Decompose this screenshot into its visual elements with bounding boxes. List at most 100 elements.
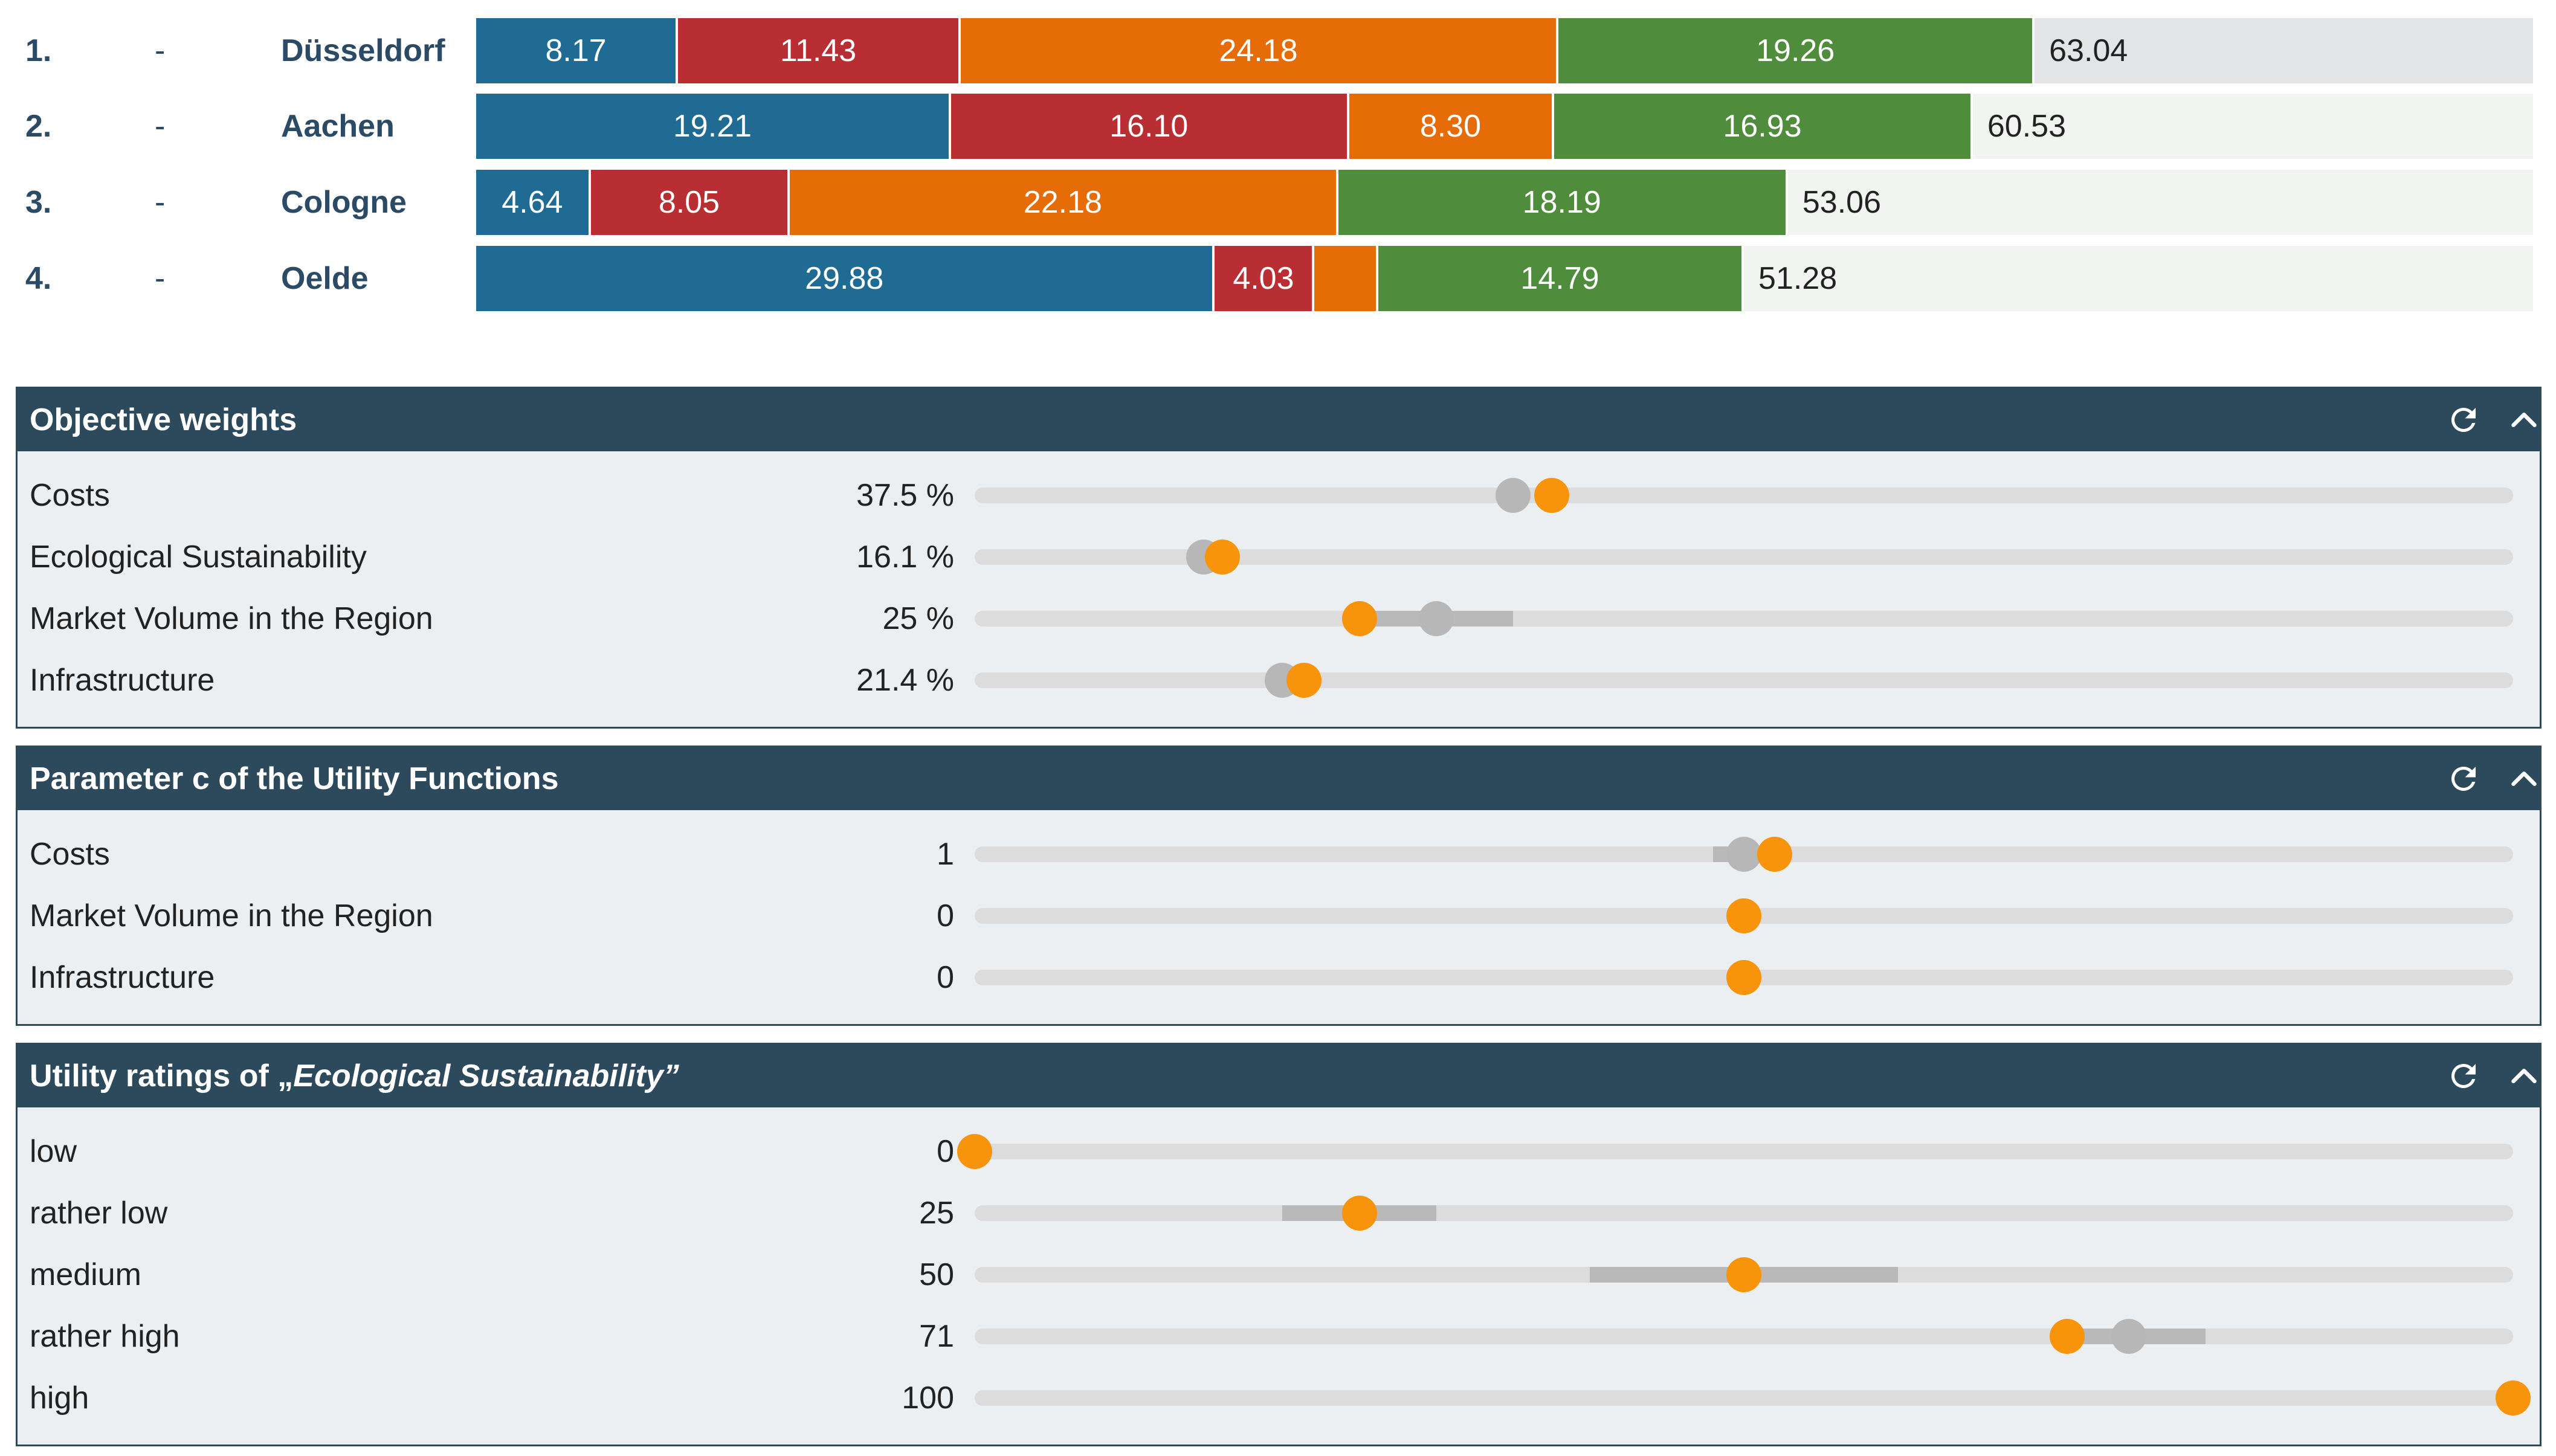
slider-handle[interactable] [1341, 601, 1377, 636]
settings-panel: Utility ratings of „Ecological Sustainab… [16, 1043, 2541, 1446]
slider-track[interactable] [975, 488, 2513, 503]
slider-row: Costs 1 [18, 823, 2540, 885]
slider-row: Costs 37.5 % [18, 465, 2540, 526]
slider-label: low [30, 1134, 77, 1169]
panel-title: Utility ratings of „Ecological Sustainab… [30, 1045, 679, 1107]
slider-label: Market Volume in the Region [30, 601, 433, 636]
slider-handle[interactable] [1726, 1257, 1761, 1292]
rank-change: - [155, 33, 166, 68]
rank-number: 3. [25, 185, 52, 220]
chevron-up-icon[interactable] [2506, 761, 2542, 797]
slider-value: 21.4 % [856, 663, 954, 698]
total-score: 53.06 [1802, 185, 1881, 220]
bar-segment[interactable]: 29.88 [476, 246, 1215, 311]
slider-handle[interactable] [2049, 1319, 2085, 1354]
slider-track[interactable] [975, 1329, 2513, 1344]
slider-row: medium 50 [18, 1244, 2540, 1306]
slider-handle[interactable] [1726, 960, 1761, 995]
bar-segment[interactable]: 11.43 [678, 18, 961, 83]
rank-number: 4. [25, 261, 52, 296]
total-score: 60.53 [1987, 109, 2067, 144]
rank-number: 2. [25, 109, 52, 144]
slider-label: Ecological Sustainability [30, 540, 367, 575]
chevron-up-icon[interactable] [2506, 402, 2542, 438]
bar-segment[interactable]: 19.26 [1558, 18, 2035, 83]
panel-title: Objective weights [30, 388, 297, 451]
ranking-row[interactable]: 2. - Aachen 19.21 16.10 8.30 16.93 60.53 [0, 94, 2556, 159]
alternative-name: Cologne [281, 185, 407, 220]
bar-segment[interactable] [1314, 246, 1378, 311]
bar-segment[interactable]: 8.05 [590, 170, 790, 235]
slider-value: 0 [937, 960, 954, 995]
refresh-icon[interactable] [2445, 402, 2482, 438]
slider-handle[interactable] [2496, 1380, 2531, 1416]
ranking-row[interactable]: 1. - Düsseldorf 8.17 11.43 24.18 19.26 63.04 [0, 18, 2556, 83]
bar-segment[interactable]: 8.17 [476, 18, 679, 83]
bar-segment[interactable]: 22.18 [790, 170, 1338, 235]
panel-header[interactable]: Objective weights [18, 388, 2540, 451]
slider-value: 71 [919, 1319, 954, 1354]
slider-label: Market Volume in the Region [30, 898, 433, 933]
alternative-name: Aachen [281, 109, 395, 144]
slider-track[interactable] [975, 1390, 2513, 1406]
bar-segment[interactable]: 18.19 [1338, 170, 1788, 235]
slider-label: medium [30, 1257, 141, 1292]
panel-title-suffix: ” [663, 1058, 679, 1094]
slider-label: Costs [30, 837, 110, 872]
slider-row: Infrastructure 21.4 % [18, 649, 2540, 711]
bar-segment[interactable]: 4.64 [476, 170, 591, 235]
slider-value: 100 [902, 1380, 954, 1416]
ranking-row[interactable]: 3. - Cologne 4.64 8.05 22.18 18.19 53.06 [0, 170, 2556, 235]
slider-label: rather low [30, 1196, 168, 1231]
slider-handle[interactable] [1204, 540, 1240, 575]
slider-row: Market Volume in the Region 0 [18, 885, 2540, 947]
slider-label: rather high [30, 1319, 180, 1354]
slider-reference-handle [1418, 601, 1454, 636]
refresh-icon[interactable] [2445, 761, 2482, 797]
slider-track[interactable] [975, 1144, 2513, 1159]
slider-value: 25 [919, 1196, 954, 1231]
panel-title-emphasis: Ecological Sustainability [293, 1058, 663, 1094]
slider-handle[interactable] [1286, 663, 1322, 698]
ranking-row[interactable]: 4. - Oelde 29.88 4.03 14.79 51.28 [0, 246, 2556, 311]
bar-segment[interactable]: 4.03 [1215, 246, 1315, 311]
total-score: 63.04 [2049, 33, 2128, 68]
bar-segment[interactable]: 24.18 [960, 18, 1559, 83]
slider-row: high 100 [18, 1367, 2540, 1429]
slider-row: low 0 [18, 1121, 2540, 1182]
slider-row: Ecological Sustainability 16.1 % [18, 526, 2540, 588]
rank-change: - [155, 185, 166, 220]
slider-value: 37.5 % [856, 478, 954, 513]
slider-reference-handle [2111, 1319, 2146, 1354]
settings-panel: Objective weights Costs 37.5 % Ecological S… [16, 387, 2541, 729]
slider-handle[interactable] [1534, 478, 1569, 513]
slider-row: rather low 25 [18, 1182, 2540, 1244]
panel-header[interactable]: Parameter c of the Utility Functions [18, 747, 2540, 810]
slider-value: 1 [937, 837, 954, 872]
slider-handle[interactable] [1341, 1196, 1377, 1231]
bar-segment[interactable]: 19.21 [476, 94, 951, 159]
rank-number: 1. [25, 33, 52, 68]
bar-segment[interactable]: 16.93 [1554, 94, 1973, 159]
refresh-icon[interactable] [2445, 1058, 2482, 1094]
slider-handle[interactable] [957, 1134, 992, 1169]
slider-value: 25 % [882, 601, 954, 636]
rank-change: - [155, 261, 166, 296]
bar-segment[interactable]: 8.30 [1349, 94, 1555, 159]
panel-title-text: Objective weights [30, 402, 297, 437]
alternative-name: Oelde [281, 261, 369, 296]
slider-row: Infrastructure 0 [18, 947, 2540, 1008]
panel-title-text: Utility ratings of „ [30, 1058, 294, 1094]
slider-value: 0 [937, 898, 954, 933]
bar-segment[interactable]: 16.10 [950, 94, 1349, 159]
bar-segment[interactable]: 14.79 [1378, 246, 1744, 311]
rank-change: - [155, 109, 166, 144]
slider-track[interactable] [975, 611, 2513, 627]
panel-header[interactable]: Utility ratings of „Ecological Sustainab… [18, 1045, 2540, 1107]
slider-handle[interactable] [1726, 898, 1761, 933]
slider-reference-handle [1726, 837, 1761, 872]
slider-handle[interactable] [1757, 837, 1792, 872]
slider-track[interactable] [975, 1205, 2513, 1221]
chevron-up-icon[interactable] [2506, 1058, 2542, 1094]
slider-track[interactable] [975, 672, 2513, 688]
